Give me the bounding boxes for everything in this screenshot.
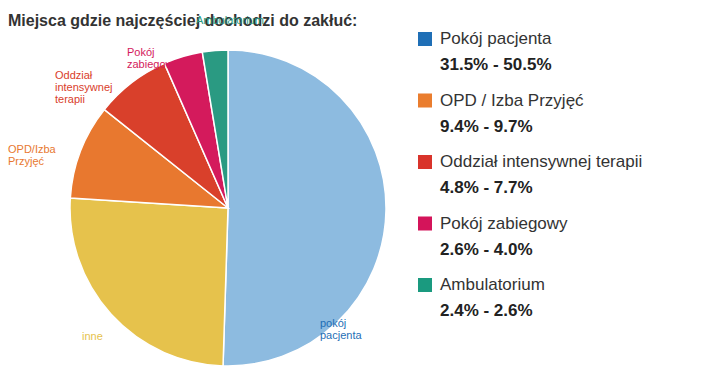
label-line: pokój bbox=[320, 317, 346, 329]
pie-slice bbox=[202, 50, 228, 208]
label-line: intensywnej bbox=[55, 81, 112, 93]
legend-range: 9.4% - 9.7% bbox=[440, 117, 533, 136]
label-line: OPD/Izba bbox=[8, 143, 57, 155]
legend-label: Pokój pacjenta bbox=[440, 29, 552, 48]
pie bbox=[70, 50, 386, 366]
slice-label: pokójpacjenta bbox=[320, 317, 362, 341]
slice-label: Oddziałintensywnejterapii bbox=[55, 69, 112, 105]
legend: Pokój pacjenta 31.5% - 50.5% OPD / Izba Pr… bbox=[418, 29, 642, 320]
chart: Miejsca gdzie najczęściej dochodzi do za… bbox=[0, 0, 728, 370]
legend-range: 4.8% - 7.7% bbox=[440, 178, 533, 197]
slice-label: Pokójzabiegowy bbox=[127, 46, 179, 70]
legend-label: Oddział intensywnej terapii bbox=[440, 152, 642, 171]
label-line: inne bbox=[82, 330, 103, 342]
legend-label: Pokój zabiegowy bbox=[440, 214, 568, 233]
legend-swatch bbox=[418, 155, 432, 169]
label-line: Ambulatorium bbox=[196, 14, 264, 26]
legend-range: 31.5% - 50.5% bbox=[440, 55, 552, 74]
label-line: Pokój bbox=[127, 46, 155, 58]
legend-range: 2.6% - 4.0% bbox=[440, 240, 533, 259]
label-line: Oddział bbox=[55, 69, 93, 81]
title: Miejsca gdzie najczęściej dochodzi do za… bbox=[8, 12, 357, 29]
slice-label: inne bbox=[82, 330, 103, 342]
label-line: pacjenta bbox=[320, 329, 362, 341]
slice-label: Ambulatorium bbox=[196, 14, 264, 26]
legend-swatch bbox=[418, 32, 432, 46]
legend-range: 2.4% - 2.6% bbox=[440, 301, 533, 320]
label-line: terapii bbox=[55, 93, 85, 105]
label-line: Przyjęć bbox=[8, 155, 45, 167]
legend-label: OPD / Izba Przyjęć bbox=[440, 91, 584, 110]
legend-swatch bbox=[418, 278, 432, 292]
legend-label: Ambulatorium bbox=[440, 275, 545, 294]
legend-swatch bbox=[418, 94, 432, 108]
legend-swatch bbox=[418, 217, 432, 231]
pie-slice bbox=[223, 50, 386, 366]
label-line: zabiegowy bbox=[127, 58, 179, 70]
pie-slice bbox=[70, 198, 228, 366]
slice-label: OPD/IzbaPrzyjęć bbox=[8, 143, 57, 167]
